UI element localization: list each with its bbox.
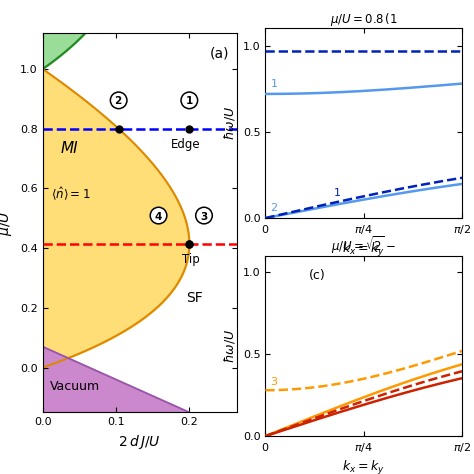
Text: $\mathbf{3}$: $\mathbf{3}$ <box>200 210 208 221</box>
X-axis label: $k_x = k_y$: $k_x = k_y$ <box>343 241 385 259</box>
Text: $\langle\hat{n}\rangle = 1$: $\langle\hat{n}\rangle = 1$ <box>52 185 91 202</box>
Text: Tip: Tip <box>182 253 200 266</box>
Text: 1: 1 <box>334 188 341 198</box>
Polygon shape <box>43 346 189 412</box>
Title: $\mu/U = 0.8\,(1$: $\mu/U = 0.8\,(1$ <box>330 11 398 28</box>
Text: $\mathbf{2}$: $\mathbf{2}$ <box>114 94 123 106</box>
Title: $\mu/U = \sqrt{2}-$: $\mu/U = \sqrt{2}-$ <box>331 234 396 256</box>
Text: (c): (c) <box>309 269 326 283</box>
Text: (a): (a) <box>210 46 229 60</box>
X-axis label: $2\,d\,J/U$: $2\,d\,J/U$ <box>118 433 161 451</box>
Y-axis label: $\hbar\omega/U$: $\hbar\omega/U$ <box>222 329 237 363</box>
Y-axis label: $\mu/U$: $\mu/U$ <box>0 210 15 236</box>
Text: $\mathbf{1}$: $\mathbf{1}$ <box>185 94 193 106</box>
X-axis label: $k_x = k_y$: $k_x = k_y$ <box>343 459 385 474</box>
Text: $\mathbf{4}$: $\mathbf{4}$ <box>154 210 163 221</box>
Text: Edge: Edge <box>171 138 201 151</box>
Text: MI: MI <box>61 141 79 155</box>
Text: 3: 3 <box>271 377 277 387</box>
Text: 2: 2 <box>271 203 278 213</box>
Y-axis label: $\hbar\omega/U$: $\hbar\omega/U$ <box>222 106 237 140</box>
Text: 1: 1 <box>271 79 277 89</box>
Text: SF: SF <box>186 291 202 305</box>
Text: Vacuum: Vacuum <box>50 380 100 393</box>
